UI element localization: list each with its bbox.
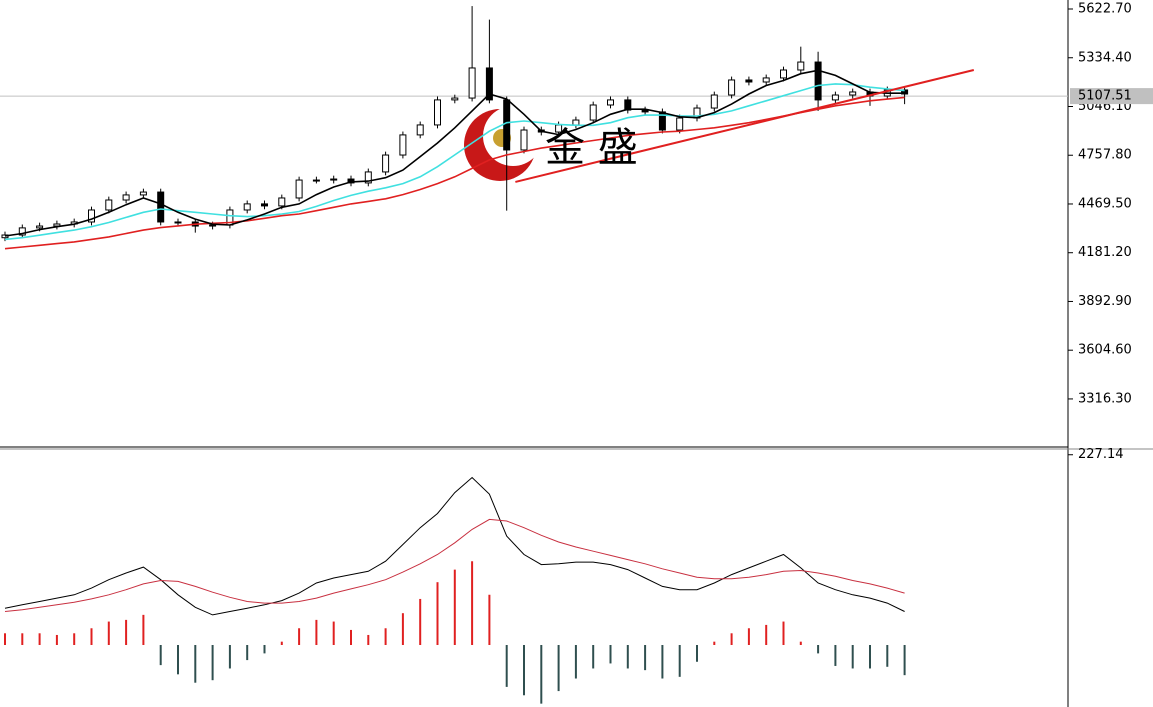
trendline: [515, 69, 975, 183]
candle-body: [139, 191, 147, 196]
candle-body: [849, 91, 857, 96]
candle-body: [295, 179, 303, 199]
candle-body: [364, 171, 372, 184]
y-tick-label: 3316.30: [1078, 391, 1132, 406]
line: [4, 476, 905, 616]
candle-body: [434, 99, 441, 126]
candle-body: [676, 117, 684, 131]
y-tick-label: 3604.60: [1078, 343, 1132, 358]
candle-body: [330, 178, 338, 181]
y-tick-label: 227.14: [1078, 447, 1124, 462]
candle-body: [710, 94, 718, 109]
candle-body: [797, 61, 805, 71]
line: [4, 518, 905, 612]
candle-body: [312, 179, 320, 182]
candle-body: [399, 134, 407, 156]
candle-body: [641, 109, 649, 113]
y-tick-label: 5334.40: [1078, 50, 1132, 65]
candle-body: [18, 227, 26, 236]
candle-body: [503, 99, 511, 151]
candle-body: [382, 154, 390, 173]
candle-body: [780, 69, 787, 79]
candle-body: [831, 94, 839, 101]
candle-body: [36, 225, 44, 229]
candle-body: [468, 67, 476, 99]
current-price-box: [1070, 88, 1153, 105]
candle-body: [607, 99, 614, 106]
logo-cutout: [483, 106, 543, 166]
candle-body: [105, 199, 113, 211]
candle-body: [261, 203, 268, 207]
candle-body: [520, 129, 528, 151]
y-tick-label: 4181.20: [1078, 245, 1132, 260]
candle-body: [157, 191, 165, 223]
y-tick-label: 4757.80: [1078, 148, 1132, 163]
line: [4, 83, 905, 241]
candle-body: [174, 221, 182, 224]
watermark: 金 盛: [545, 125, 638, 171]
candle-body: [762, 77, 770, 83]
candle-body: [122, 194, 130, 201]
candle-body: [243, 203, 251, 211]
current-price-label: 5107.51: [1078, 89, 1132, 104]
candle-body: [485, 67, 493, 101]
candle-body: [209, 224, 217, 227]
candle-body: [451, 97, 459, 101]
candle-body: [278, 197, 286, 207]
candle-body: [416, 124, 424, 136]
candle-body: [88, 209, 95, 223]
line: [4, 96, 905, 250]
y-tick-label: 3892.90: [1078, 294, 1132, 309]
candle-body: [589, 104, 597, 121]
candle-body: [728, 79, 736, 96]
y-tick-label: 5622.70: [1078, 2, 1132, 17]
candle-body: [814, 61, 822, 101]
candle-body: [745, 79, 753, 83]
candle-body: [624, 99, 632, 111]
line: [4, 69, 905, 237]
y-tick-label: 4469.50: [1078, 196, 1132, 211]
